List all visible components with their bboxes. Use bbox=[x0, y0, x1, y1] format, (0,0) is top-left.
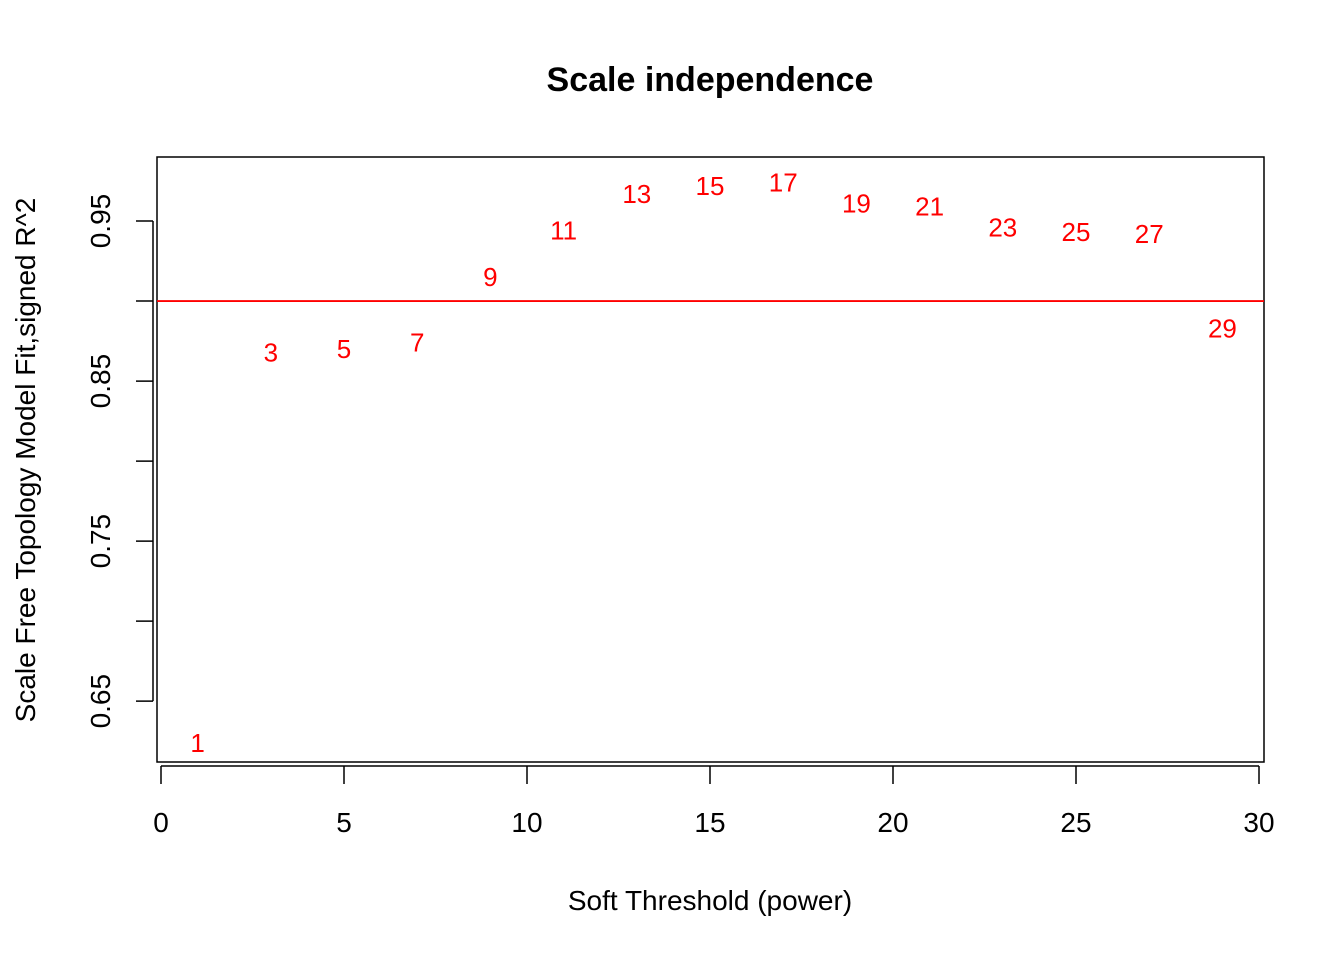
data-point-label: 13 bbox=[622, 179, 651, 209]
x-tick-label: 25 bbox=[1060, 807, 1091, 838]
y-axis-label: Scale Free Topology Model Fit,signed R^2 bbox=[10, 198, 41, 723]
x-tick-label: 15 bbox=[694, 807, 725, 838]
data-point-label: 19 bbox=[842, 188, 871, 218]
x-tick-label: 30 bbox=[1243, 807, 1274, 838]
data-point-label: 5 bbox=[337, 334, 351, 364]
data-point-label: 27 bbox=[1135, 219, 1164, 249]
y-axis: 0.65 0.75 0.85 0.95 bbox=[85, 194, 154, 729]
x-tick-label: 5 bbox=[336, 807, 352, 838]
data-point-label: 1 bbox=[190, 728, 204, 758]
chart-title: Scale independence bbox=[547, 61, 874, 99]
x-axis-label: Soft Threshold (power) bbox=[568, 885, 852, 916]
y-tick-label: 0.95 bbox=[85, 194, 116, 249]
x-axis: 0 5 10 15 20 25 30 bbox=[153, 765, 1275, 838]
y-tick-label: 0.65 bbox=[85, 674, 116, 729]
data-point-label: 23 bbox=[988, 212, 1017, 242]
data-point-label: 3 bbox=[264, 337, 278, 367]
data-point-label: 29 bbox=[1208, 313, 1237, 343]
y-tick-label: 0.75 bbox=[85, 514, 116, 569]
x-tick-label: 10 bbox=[511, 807, 542, 838]
data-point-label: 9 bbox=[483, 262, 497, 292]
data-point-label: 7 bbox=[410, 328, 424, 358]
plot-area-frame bbox=[156, 156, 1265, 763]
x-tick-label: 20 bbox=[877, 807, 908, 838]
data-point-label: 11 bbox=[550, 216, 577, 246]
x-tick-label: 0 bbox=[153, 807, 169, 838]
data-point-label: 21 bbox=[915, 192, 944, 222]
data-point-label: 17 bbox=[769, 168, 798, 198]
data-point-label: 15 bbox=[696, 171, 725, 201]
y-tick-label: 0.85 bbox=[85, 354, 116, 409]
data-point-label: 25 bbox=[1062, 217, 1091, 247]
